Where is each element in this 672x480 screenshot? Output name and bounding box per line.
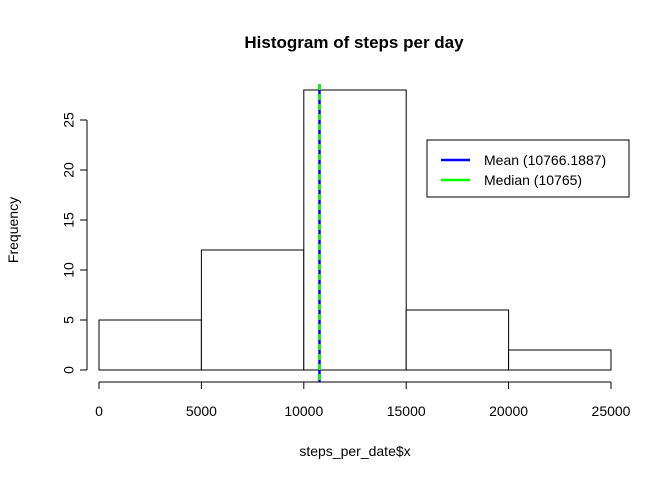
legend: Mean (10766.1887) Median (10765) (426, 139, 630, 198)
legend-box (426, 139, 630, 198)
x-tick-label: 15000 (387, 403, 426, 419)
histogram-bar-3 (303, 89, 407, 371)
x-axis-label: steps_per_date$x (299, 443, 410, 459)
histogram-bar-5 (508, 349, 612, 371)
histogram-bar-4 (405, 309, 510, 371)
y-axis: 0 5 10 15 20 25 (61, 112, 88, 374)
x-tick-label: 20000 (489, 403, 528, 419)
x-axis: 0 5000 10000 15000 20000 25000 (95, 381, 631, 419)
x-tick-label: 10000 (284, 403, 323, 419)
y-tick-label: 5 (61, 316, 77, 324)
legend-entry: Median (10765) (484, 172, 582, 188)
y-axis-label: Frequency (5, 197, 21, 263)
bars-group (98, 89, 612, 371)
x-tick-label: 25000 (592, 403, 631, 419)
chart-title: Histogram of steps per day (244, 33, 464, 52)
y-tick-label: 0 (61, 366, 77, 374)
x-tick-label: 0 (95, 403, 103, 419)
histogram-bar-2 (200, 249, 305, 371)
y-tick-label: 10 (61, 262, 77, 278)
legend-entry: Mean (10766.1887) (484, 152, 606, 168)
x-tick-label: 5000 (186, 403, 217, 419)
y-tick-label: 25 (61, 112, 77, 128)
y-tick-label: 20 (61, 162, 77, 178)
y-tick-label: 15 (61, 212, 77, 228)
histogram-bar-1 (98, 319, 202, 371)
